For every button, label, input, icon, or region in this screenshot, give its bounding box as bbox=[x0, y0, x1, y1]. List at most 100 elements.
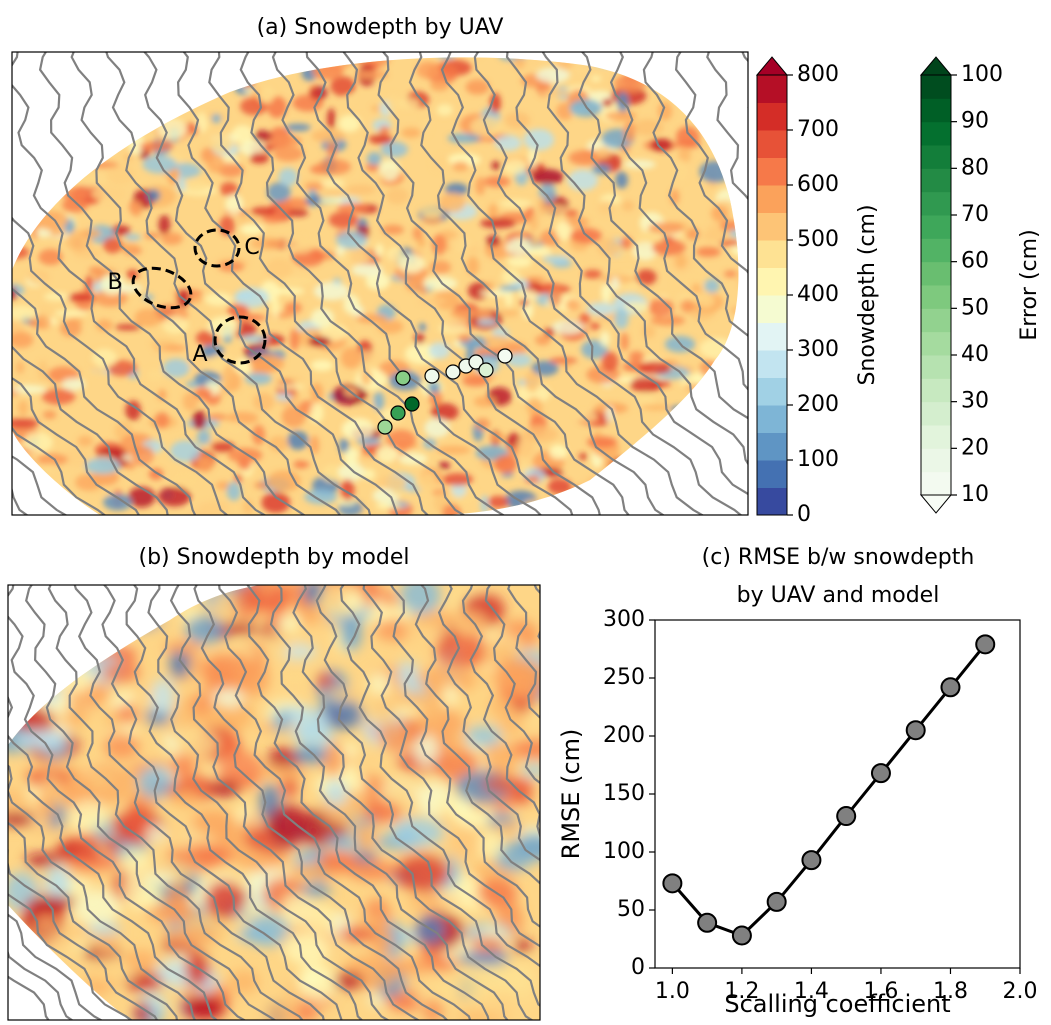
texture-patch bbox=[41, 388, 76, 405]
texture-patch bbox=[491, 161, 502, 171]
texture-patch bbox=[85, 105, 113, 113]
texture-patch bbox=[475, 176, 486, 196]
texture-patch bbox=[289, 329, 300, 351]
contour-line bbox=[271, 52, 543, 515]
texture-patch bbox=[18, 400, 29, 416]
texture-patch bbox=[273, 145, 304, 162]
texture-patch bbox=[257, 86, 275, 104]
colorbar-tick-label: 60 bbox=[961, 249, 989, 274]
texture-patch bbox=[253, 130, 272, 142]
texture-patch bbox=[398, 253, 425, 274]
y-tick-label: 50 bbox=[617, 897, 645, 922]
colorbar-band bbox=[757, 487, 787, 516]
texture-patch bbox=[133, 1001, 151, 1020]
texture-patch bbox=[10, 676, 43, 713]
texture-patch bbox=[54, 310, 89, 317]
texture-patch bbox=[8, 997, 34, 1020]
texture-patch bbox=[42, 410, 57, 420]
colorbar-band bbox=[757, 75, 787, 103]
texture-patch bbox=[312, 61, 344, 81]
texture-patch bbox=[270, 297, 280, 319]
texture-patch bbox=[89, 101, 100, 118]
texture-patch bbox=[638, 361, 672, 375]
texture-patch bbox=[516, 436, 535, 458]
point bbox=[766, 891, 787, 912]
texture-patch bbox=[10, 612, 54, 636]
contour-line bbox=[218, 585, 472, 1020]
contour-line bbox=[176, 52, 430, 515]
texture-patch bbox=[316, 158, 351, 175]
texture-patch bbox=[524, 371, 540, 393]
error-point bbox=[445, 364, 461, 380]
contour-line bbox=[654, 565, 917, 1025]
texture-patch bbox=[623, 159, 656, 169]
texture-patch bbox=[162, 926, 216, 947]
colorbar-tick-label: 50 bbox=[961, 295, 989, 320]
texture-patch bbox=[280, 277, 315, 284]
texture-patch bbox=[637, 67, 667, 79]
texture-patch bbox=[427, 380, 441, 394]
texture-patch bbox=[226, 481, 242, 501]
texture-patch bbox=[356, 436, 381, 446]
texture-patch bbox=[431, 895, 457, 912]
texture-patch bbox=[449, 309, 477, 318]
texture-patch bbox=[445, 183, 468, 196]
texture-patch bbox=[658, 76, 683, 97]
contour-line bbox=[143, 52, 399, 515]
texture-patch bbox=[8, 812, 37, 826]
texture-patch bbox=[182, 392, 199, 411]
texture-patch bbox=[166, 882, 189, 923]
texture-patch bbox=[513, 57, 526, 69]
colorbar-band bbox=[921, 425, 951, 449]
texture-patch bbox=[267, 182, 291, 203]
texture-patch bbox=[675, 126, 700, 148]
colorbar-extend bbox=[755, 56, 789, 76]
colorbar-band bbox=[757, 130, 787, 158]
texture-patch bbox=[319, 196, 343, 205]
error-point bbox=[497, 348, 513, 364]
texture-patch bbox=[170, 440, 201, 462]
texture-patch bbox=[137, 766, 173, 799]
texture-patch bbox=[622, 200, 635, 212]
contour-line bbox=[555, 565, 820, 1025]
panel-a-title: (a) Snowdepth by UAV bbox=[257, 15, 504, 40]
texture-patch bbox=[701, 115, 717, 136]
texture-patch bbox=[96, 319, 113, 332]
texture-patch bbox=[704, 425, 714, 434]
point bbox=[836, 806, 857, 827]
texture-patch bbox=[40, 585, 79, 607]
texture-patch bbox=[506, 353, 532, 367]
point bbox=[662, 873, 683, 894]
texture-patch bbox=[481, 776, 535, 793]
colorbar-tick-label: 20 bbox=[961, 435, 989, 460]
texture-patch bbox=[632, 119, 664, 136]
contour-line bbox=[577, 52, 748, 420]
texture-patch bbox=[431, 155, 451, 172]
texture-patch bbox=[482, 636, 521, 665]
texture-patch bbox=[65, 99, 77, 106]
texture-patch bbox=[607, 57, 628, 63]
texture-patch bbox=[525, 276, 546, 283]
error-point bbox=[404, 396, 420, 412]
texture-patch bbox=[470, 936, 506, 954]
texture-patch bbox=[317, 850, 358, 871]
texture-patch bbox=[442, 684, 460, 705]
x-tick-label: 1.8 bbox=[933, 979, 968, 1004]
texture-patch bbox=[338, 438, 350, 453]
colorbar-label: Error (cm) bbox=[1017, 229, 1042, 340]
texture-patch bbox=[206, 153, 225, 173]
contour-line bbox=[8, 848, 159, 1020]
texture-patch bbox=[675, 254, 687, 269]
texture-patch bbox=[24, 664, 66, 687]
texture-patch bbox=[688, 57, 698, 73]
x-tick-label: 1.4 bbox=[794, 979, 829, 1004]
texture-patch bbox=[234, 658, 270, 697]
texture-patch bbox=[676, 159, 688, 182]
texture-patch bbox=[724, 344, 739, 361]
texture-patch bbox=[34, 315, 52, 330]
texture-patch bbox=[207, 413, 228, 421]
texture-patch bbox=[208, 780, 241, 797]
texture-patch bbox=[579, 312, 591, 325]
region-outline bbox=[131, 266, 193, 310]
texture-patch bbox=[88, 266, 104, 275]
